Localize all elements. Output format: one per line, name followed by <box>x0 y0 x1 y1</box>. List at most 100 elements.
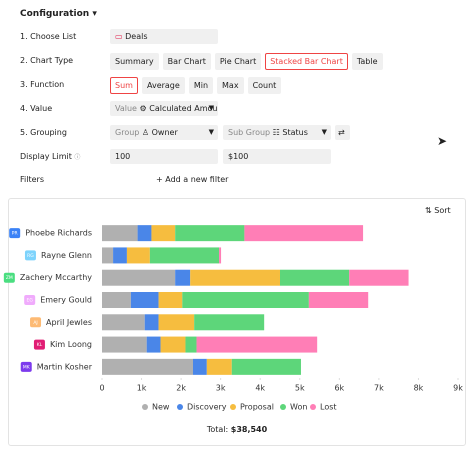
bar-segment <box>146 336 161 353</box>
bar-segment <box>137 225 152 242</box>
limit-min[interactable]: 100 <box>110 149 218 164</box>
bar-segment <box>196 336 318 353</box>
group: Owner <box>151 128 178 137</box>
bar-segment <box>349 269 409 286</box>
bar-segment <box>194 314 265 331</box>
group-select[interactable]: Group ♙ Owner ▼ <box>110 125 218 140</box>
cursor: ➤ <box>437 134 448 148</box>
bar-segment <box>231 358 301 375</box>
bar-segment <box>308 292 369 308</box>
bar-segment <box>175 225 245 242</box>
option[interactable]: Stacked Bar Chart <box>265 53 348 70</box>
config-header[interactable]: Configuration ▾ <box>20 9 97 19</box>
option[interactable]: Bar Chart <box>162 53 211 70</box>
legend-label: Won <box>290 403 307 412</box>
avatar-initials: EG <box>27 298 34 304</box>
function-options: Sum Average Min Max Count <box>110 77 285 94</box>
label: 4. Value <box>20 104 53 113</box>
total-value: $38,540 <box>230 425 268 434</box>
option[interactable]: Max <box>217 77 244 94</box>
label: Filters <box>20 175 44 184</box>
x-tick-label: 4k <box>255 384 265 393</box>
label: Display Limit ⓘ <box>20 152 81 161</box>
category-label: April Jewles <box>46 318 92 327</box>
bar-segment <box>102 269 176 286</box>
bar-segment <box>158 292 183 308</box>
avatar <box>30 317 42 328</box>
category-label: Martin Kosher <box>37 362 93 371</box>
label: 1. Choose List <box>20 32 77 41</box>
add-filter[interactable]: + Add a new filter <box>156 175 229 184</box>
avatar-initials: PR <box>12 231 18 237</box>
option[interactable]: Sum <box>110 77 138 94</box>
legend-swatch <box>280 404 286 410</box>
category-label: Rayne Glenn <box>41 251 92 260</box>
option[interactable]: Average <box>141 77 185 94</box>
x-tick-label: 7k <box>374 384 384 393</box>
x-tick-label: 0 <box>99 384 104 393</box>
x-tick-label: 8k <box>414 384 424 393</box>
swap-button[interactable]: ⇄ <box>335 125 350 140</box>
option[interactable]: Pie Chart <box>214 53 262 70</box>
x-tick-label: 1k <box>137 384 147 393</box>
bar-segment <box>102 292 131 308</box>
option[interactable]: Table <box>351 53 383 70</box>
category-label: Emery Gould <box>40 296 92 305</box>
subgroup-select[interactable]: Sub Group ☷ Status ▼ <box>223 125 331 140</box>
bar-segment <box>126 247 150 264</box>
bar-segment <box>192 358 207 375</box>
option[interactable]: Min <box>188 77 214 94</box>
x-tick-label: 6k <box>334 384 344 393</box>
bar-segment <box>280 269 350 286</box>
avatar-initials: AJ <box>33 320 37 326</box>
legend-swatch <box>177 404 183 410</box>
total: Total: $38,540 <box>0 424 474 436</box>
legend-swatch <box>142 404 148 410</box>
legend-label: New <box>152 403 170 412</box>
list-select[interactable]: ▭ Deals <box>110 29 218 44</box>
label: 5. Grouping <box>20 128 67 137</box>
bar-segment <box>206 358 232 375</box>
bar-segment <box>102 336 147 353</box>
sort-button[interactable]: ⇅ Sort <box>425 206 451 215</box>
bar-segment <box>102 358 193 375</box>
bar-segment <box>149 247 220 264</box>
bar-segment <box>190 269 280 286</box>
bar-segment <box>102 247 114 264</box>
label: 3. Function <box>20 80 65 89</box>
bar-segment <box>175 269 191 286</box>
avatar-initials: ZM <box>6 275 13 281</box>
bar-segment <box>219 247 222 264</box>
limit-max[interactable]: $100 <box>223 149 331 164</box>
x-tick-label: 5k <box>295 384 305 393</box>
avatar <box>24 250 36 261</box>
title: Configuration <box>20 9 90 19</box>
x-tick-label: 9k <box>453 384 463 393</box>
option[interactable]: Count <box>247 77 282 94</box>
label: 2. Chart Type <box>20 56 74 65</box>
bar-segment <box>151 225 176 242</box>
bar-segment <box>160 336 186 353</box>
legend-label: Lost <box>320 403 337 412</box>
bar-segment <box>102 225 138 242</box>
sort-text: Sort <box>434 206 451 215</box>
avatar-initials: RG <box>27 253 34 259</box>
chart-card <box>8 198 466 446</box>
category-label: Zachery Mccarthy <box>20 273 92 282</box>
field: Calculated Amou <box>149 104 218 113</box>
legend-label: Discovery <box>187 403 227 412</box>
label-text: Display Limit <box>20 152 72 161</box>
x-tick-label: 2k <box>176 384 186 393</box>
subgroup: Status <box>282 128 308 137</box>
option[interactable]: Summary <box>110 53 159 70</box>
x-tick-label: 3k <box>216 384 226 393</box>
prefix: Group <box>115 128 140 137</box>
bar-segment <box>182 292 309 308</box>
value-select[interactable]: Value ⚙ Calculated Amou ▼ <box>110 101 218 116</box>
value: Deals <box>125 32 148 41</box>
avatar <box>3 272 15 283</box>
bar-segment <box>130 292 159 308</box>
prefix: Value <box>115 104 137 113</box>
